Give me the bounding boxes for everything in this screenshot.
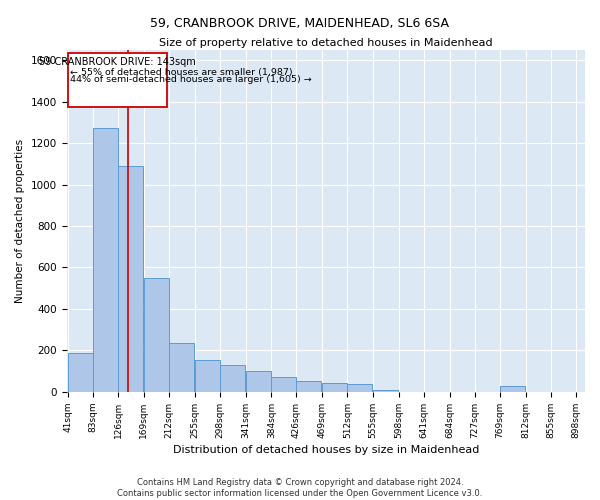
Bar	[68, 352, 92, 392]
Text: ← 55% of detached houses are smaller (1,987): ← 55% of detached houses are smaller (1,…	[70, 68, 293, 76]
Title: Size of property relative to detached houses in Maidenhead: Size of property relative to detached ho…	[159, 38, 493, 48]
Y-axis label: Number of detached properties: Number of detached properties	[15, 138, 25, 303]
Text: 59 CRANBROOK DRIVE: 143sqm: 59 CRANBROOK DRIVE: 143sqm	[39, 57, 196, 67]
X-axis label: Distribution of detached houses by size in Maidenhead: Distribution of detached houses by size …	[173, 445, 479, 455]
Text: Contains HM Land Registry data © Crown copyright and database right 2024.
Contai: Contains HM Land Registry data © Crown c…	[118, 478, 482, 498]
Bar	[322, 382, 347, 392]
Bar	[220, 365, 245, 392]
Bar	[347, 384, 373, 392]
Bar	[195, 360, 220, 392]
Bar	[271, 378, 296, 392]
Bar	[169, 343, 194, 392]
Text: 44% of semi-detached houses are larger (1,605) →: 44% of semi-detached houses are larger (…	[70, 75, 312, 84]
Bar	[144, 278, 169, 392]
Bar	[500, 386, 525, 392]
Bar	[296, 380, 322, 392]
Bar	[373, 390, 398, 392]
Bar	[118, 166, 143, 392]
Bar	[92, 128, 118, 392]
Text: 59, CRANBROOK DRIVE, MAIDENHEAD, SL6 6SA: 59, CRANBROOK DRIVE, MAIDENHEAD, SL6 6SA	[151, 18, 449, 30]
FancyBboxPatch shape	[68, 54, 167, 106]
Bar	[246, 371, 271, 392]
